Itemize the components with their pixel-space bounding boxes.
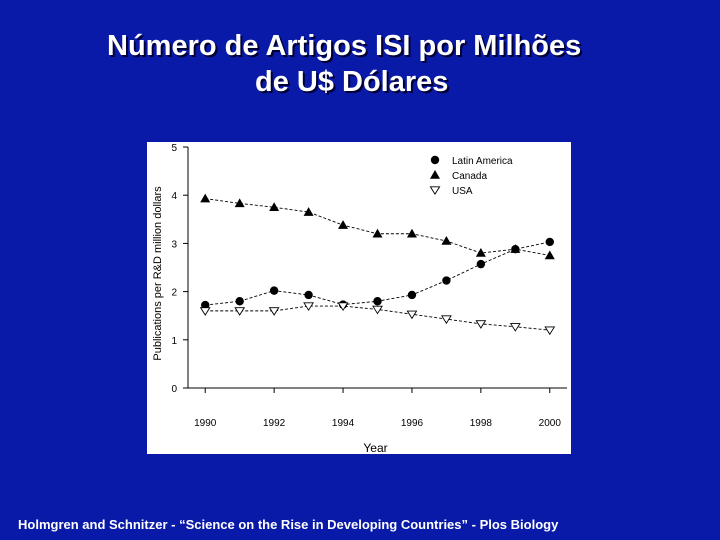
y-tick-label: 5 (171, 143, 177, 154)
data-point-usa (337, 302, 349, 312)
y-tick-label: 1 (171, 336, 177, 347)
data-point-usa (475, 320, 487, 329)
y-tick-label: 2 (171, 288, 177, 299)
data-point-canada (303, 207, 314, 216)
line-chart: 0 1 2 3 4 5 1990 1992 1994 1996 1998 2000 Year Public… (152, 143, 567, 454)
data-point-usa (303, 302, 315, 312)
legend-label-canada: Canada (452, 171, 487, 182)
data-point-latin-america (269, 286, 279, 295)
data-point-usa (268, 307, 280, 316)
data-point-latin-america (373, 297, 382, 306)
data-point-usa (234, 307, 246, 316)
data-point-canada (510, 244, 521, 253)
x-tick-label: 1992 (263, 418, 286, 429)
slide-title-line-1: Número de Artigos ISI por Milhões (107, 30, 582, 62)
x-axis-label: Year (363, 441, 387, 454)
data-point-latin-america (235, 297, 244, 306)
data-point-usa (372, 305, 383, 315)
data-point-canada (441, 235, 452, 245)
data-point-usa (440, 315, 452, 325)
x-tick-label: 1990 (194, 418, 217, 429)
data-point-canada (372, 228, 383, 238)
x-tick-label: 1994 (332, 418, 355, 429)
y-tick-label: 4 (171, 191, 177, 202)
data-point-canada (200, 193, 211, 203)
y-tick-label: 3 (171, 239, 177, 250)
data-point-latin-america (545, 237, 554, 247)
footer-citation: Holmgren and Schnitzer - “Science on the… (18, 517, 559, 532)
data-point-canada (406, 228, 417, 238)
legend-marker-latin-america (430, 155, 440, 165)
data-point-latin-america (201, 300, 210, 310)
data-point-latin-america (407, 290, 417, 300)
data-point-usa (406, 310, 418, 320)
data-point-canada (338, 220, 349, 229)
chart-panel: 0 1 2 3 4 5 1990 1992 1994 1996 1998 2000 Year Public… (147, 142, 571, 454)
data-point-usa (509, 323, 521, 332)
legend-marker-usa (429, 186, 441, 195)
data-point-canada (475, 248, 486, 257)
legend-marker-canada (430, 170, 440, 179)
y-axis-label: Publications per R&D million dollars (152, 186, 164, 361)
data-point-latin-america (304, 290, 313, 300)
data-point-latin-america (476, 259, 486, 269)
x-tick-label: 1998 (470, 418, 493, 429)
slide-title: Número de Artigos ISI por Milhões de U$ … (0, 28, 720, 100)
x-tick-label: 2000 (539, 418, 562, 429)
legend-label-latin-america: Latin America (452, 156, 513, 167)
data-point-canada (544, 250, 555, 260)
data-point-canada (269, 202, 280, 211)
series-line-canada (205, 198, 550, 256)
x-tick-label: 1996 (401, 418, 424, 429)
data-point-usa (544, 326, 556, 336)
data-point-usa (199, 307, 211, 316)
y-tick-label: 0 (171, 384, 177, 395)
slide-title-line-2: de U$ Dólares (255, 66, 449, 98)
data-point-latin-america (442, 276, 451, 285)
data-point-canada (234, 198, 245, 208)
legend-label-usa: USA (452, 186, 473, 197)
